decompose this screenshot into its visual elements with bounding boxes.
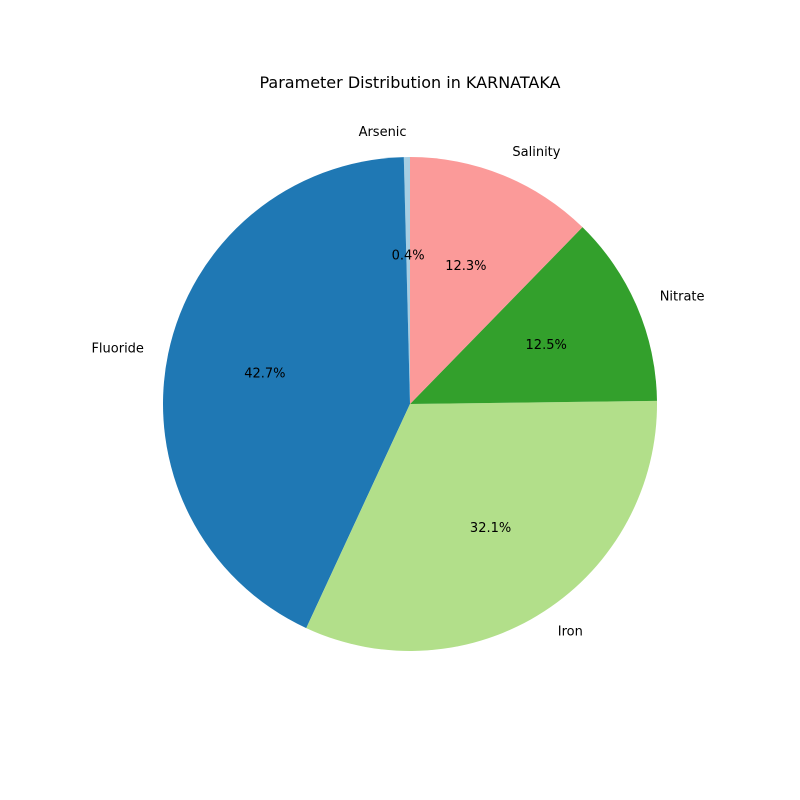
slice-percent-fluoride: 42.7% — [244, 366, 285, 381]
slice-label-nitrate: Nitrate — [660, 289, 705, 304]
pie-slice-salinity — [410, 157, 583, 404]
pie-slice-fluoride — [163, 157, 410, 629]
slice-percent-iron: 32.1% — [470, 521, 511, 536]
slice-percent-arsenic: 0.4% — [392, 248, 425, 263]
pie-slice-arsenic — [403, 157, 410, 404]
chart-title: Parameter Distribution in KARNATAKA — [259, 73, 560, 92]
pie-slice-iron — [306, 400, 657, 651]
pie-labels: Arsenic 0.4% Fluoride 42.7% Iron 32.1% Nitrate… — [91, 125, 704, 640]
slice-label-iron: Iron — [558, 625, 583, 640]
slice-label-salinity: Salinity — [512, 145, 560, 160]
slice-percent-salinity: 12.3% — [445, 259, 486, 274]
slice-percent-nitrate: 12.5% — [526, 338, 567, 353]
pie-slices — [163, 157, 657, 651]
pie-slice-nitrate — [410, 227, 657, 404]
slice-label-arsenic: Arsenic — [359, 125, 407, 140]
slice-label-fluoride: Fluoride — [91, 341, 144, 356]
